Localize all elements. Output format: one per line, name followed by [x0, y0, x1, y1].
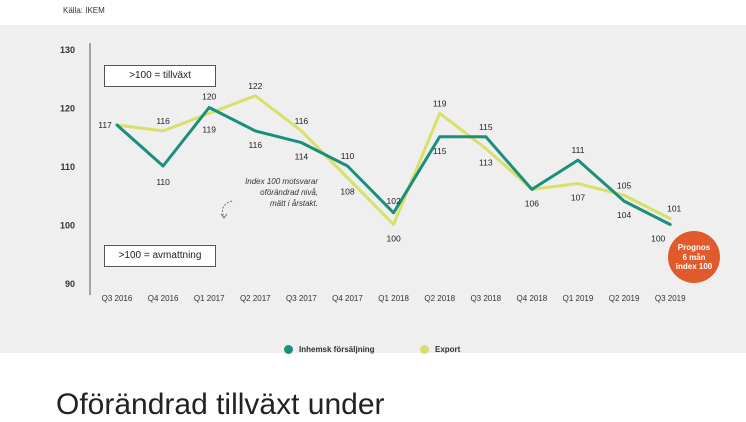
note-arrow	[222, 200, 233, 218]
x-tick-label: Q2 2018	[424, 294, 455, 303]
x-tick-label: Q2 2017	[240, 294, 271, 303]
data-label-domestic: 100	[651, 234, 665, 244]
legend-swatch	[284, 345, 293, 354]
legend-swatch	[420, 345, 429, 354]
line-chart: 90 100 110 120 130 Q3 2016 Q4 2016 Q1 2017 Q2 20…	[60, 43, 686, 303]
series-line-domestic	[115, 106, 672, 226]
legend-label: Inhemsk försäljning	[299, 345, 375, 354]
y-tick-label: 110	[60, 162, 75, 172]
data-label-domestic: 115	[433, 146, 447, 156]
index-note: Index 100 motsvarar oförändrad nivå, mät…	[218, 176, 318, 209]
series-line-export	[115, 94, 672, 226]
data-label-export: 116	[295, 116, 309, 126]
source-label: Källa: IKEM	[63, 6, 105, 15]
index-note-line: Index 100 motsvarar	[245, 177, 318, 186]
data-label-export: 119	[433, 98, 447, 108]
legend-item-domestic: Inhemsk försäljning	[284, 345, 375, 354]
headline: Oförändrad tillväxt under	[56, 388, 385, 421]
x-tick-label: Q3 2019	[655, 294, 686, 303]
y-tick-label: 90	[65, 279, 75, 289]
data-label-domestic: 106	[525, 198, 539, 208]
data-label-export: 108	[340, 187, 354, 197]
x-tick-label: Q4 2018	[517, 294, 548, 303]
x-tick-label: Q1 2019	[563, 294, 594, 303]
y-tick-label: 100	[60, 221, 75, 231]
growth-annotation: >100 = tillväxt	[104, 65, 216, 87]
data-label-export: 122	[248, 81, 262, 91]
x-tick-label: Q3 2017	[286, 294, 317, 303]
data-label-domestic: 110	[341, 151, 355, 161]
x-tick-label: Q3 2016	[102, 294, 133, 303]
index-note-line: mätt i årstakt.	[269, 199, 318, 208]
legend-label: Export	[435, 345, 461, 354]
data-label-domestic: 116	[249, 140, 263, 150]
x-tick-label: Q2 2019	[609, 294, 640, 303]
slowdown-annotation: >100 = avmattning	[104, 245, 216, 267]
y-tick-label: 130	[60, 45, 75, 55]
data-label-domestic: 117	[98, 120, 112, 130]
data-label-export: 107	[571, 193, 585, 203]
data-label-export: 116	[156, 116, 170, 126]
data-label-export: 119	[202, 124, 216, 134]
note-arrowhead	[220, 213, 228, 219]
data-label-domestic: 120	[202, 92, 216, 102]
data-label-domestic: 102	[387, 196, 401, 206]
forecast-badge: Prognos 6 mån index 100	[668, 231, 720, 283]
index-note-line: oförändrad nivå,	[260, 188, 318, 197]
chart-panel: 90 100 110 120 130 Q3 2016 Q4 2016 Q1 2017 Q2 20…	[0, 25, 746, 354]
y-tick-label: 120	[60, 104, 75, 114]
x-tick-label: Q1 2017	[194, 294, 225, 303]
forecast-badge-line: Prognos	[677, 243, 711, 252]
data-label-export: 113	[479, 157, 493, 167]
forecast-badge-line: index 100	[675, 262, 713, 271]
data-label-export: 101	[667, 204, 681, 214]
x-tick-label: Q4 2017	[332, 294, 363, 303]
data-label-domestic: 110	[156, 177, 170, 187]
x-tick-label: Q4 2016	[148, 294, 179, 303]
data-label-domestic: 114	[295, 152, 309, 162]
data-label-domestic: 111	[572, 145, 585, 155]
legend-item-export: Export	[420, 345, 460, 354]
data-label-domestic: 104	[617, 210, 631, 220]
data-label-export: 100	[387, 234, 401, 244]
data-label-domestic: 115	[479, 122, 493, 132]
x-tick-label: Q3 2018	[470, 294, 501, 303]
data-label-export: 105	[617, 180, 631, 190]
x-tick-label: Q1 2018	[378, 294, 409, 303]
forecast-badge-line: 6 mån	[682, 252, 706, 262]
